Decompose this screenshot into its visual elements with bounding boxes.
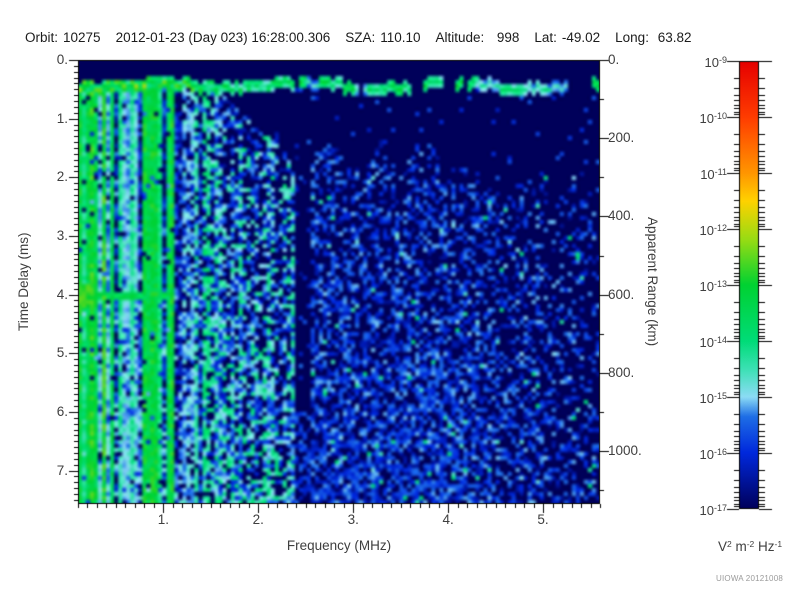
- header-field-value: 10275: [63, 30, 101, 45]
- header-field-value: 110.10: [380, 30, 421, 45]
- y2-tick-label: 800.: [608, 364, 635, 380]
- y-tick-label: 5.: [56, 345, 68, 361]
- y-tick-label: 1.: [56, 110, 68, 126]
- header-field: Lat: -49.02: [534, 30, 600, 45]
- colorbar-tick-label: 10-11: [700, 167, 727, 182]
- header-field-value: 63.82: [653, 30, 692, 45]
- y2-axis-title: Apparent Range (km): [645, 217, 660, 347]
- y-tick-label: 7.: [56, 462, 68, 478]
- colorbar-tick-label: 10-17: [699, 503, 727, 518]
- x-tick-label: 4.: [442, 512, 454, 527]
- colorbar-tick-label: 10-14: [699, 335, 727, 350]
- header-field-label: SZA:: [345, 30, 376, 45]
- observation-info-bar: Orbit: 10275 2012-01-23 (Day 023) 16:28:00…: [25, 30, 795, 45]
- header-field-value: 2012-01-23 (Day 023) 16:28:00.306: [115, 30, 331, 45]
- colorbar-tick-label: 10-9: [704, 55, 727, 70]
- header-field: Long: 63.82: [615, 30, 691, 45]
- y2-tick-label: 600.: [608, 286, 635, 302]
- x-tick-label: 2.: [252, 512, 264, 527]
- colorbar-tick-label: 10-12: [699, 223, 727, 238]
- x-tick-label: 3.: [347, 512, 359, 527]
- y2-tick-label: 400.: [608, 208, 635, 224]
- colorbar-tick-label: 10-15: [699, 391, 727, 406]
- colorbar-units-label: V2 m-2 Hz-1: [717, 539, 783, 554]
- header-field: 2012-01-23 (Day 023) 16:28:00.306: [116, 30, 331, 45]
- header-field-label: Long:: [615, 30, 649, 45]
- header-field: Orbit: 10275: [25, 30, 101, 45]
- y2-tick-label: 1000.: [608, 443, 642, 459]
- colorbar-tick-label: 10-16: [699, 447, 727, 462]
- x-tick-label: 1.: [157, 512, 170, 527]
- header-field-label: Altitude:: [435, 30, 485, 45]
- header-field-value: 998: [489, 30, 520, 45]
- y-tick-label: 3.: [56, 227, 68, 243]
- header-field-label: Orbit:: [25, 30, 59, 45]
- header-field: Altitude: 998: [436, 30, 520, 45]
- y-tick-label: 0.: [56, 52, 68, 67]
- y-tick-label: 6.: [56, 403, 68, 419]
- x-tick-label: 5.: [537, 512, 549, 527]
- header-field-label: Lat:: [534, 30, 557, 45]
- colorbar-tick-label: 10-10: [699, 111, 727, 126]
- y2-tick-label: 0.: [608, 52, 620, 67]
- colorbar-tick-label: 10-13: [699, 279, 727, 294]
- y-tick-label: 4.: [56, 286, 68, 302]
- header-field: SZA: 110.10: [345, 30, 420, 45]
- credit-label: UIOWA 20121008: [716, 574, 783, 583]
- y2-tick-label: 200.: [608, 130, 635, 146]
- y-tick-label: 2.: [56, 169, 68, 185]
- x-axis-title: Frequency (MHz): [286, 538, 392, 553]
- header-field-value: -49.02: [561, 30, 601, 45]
